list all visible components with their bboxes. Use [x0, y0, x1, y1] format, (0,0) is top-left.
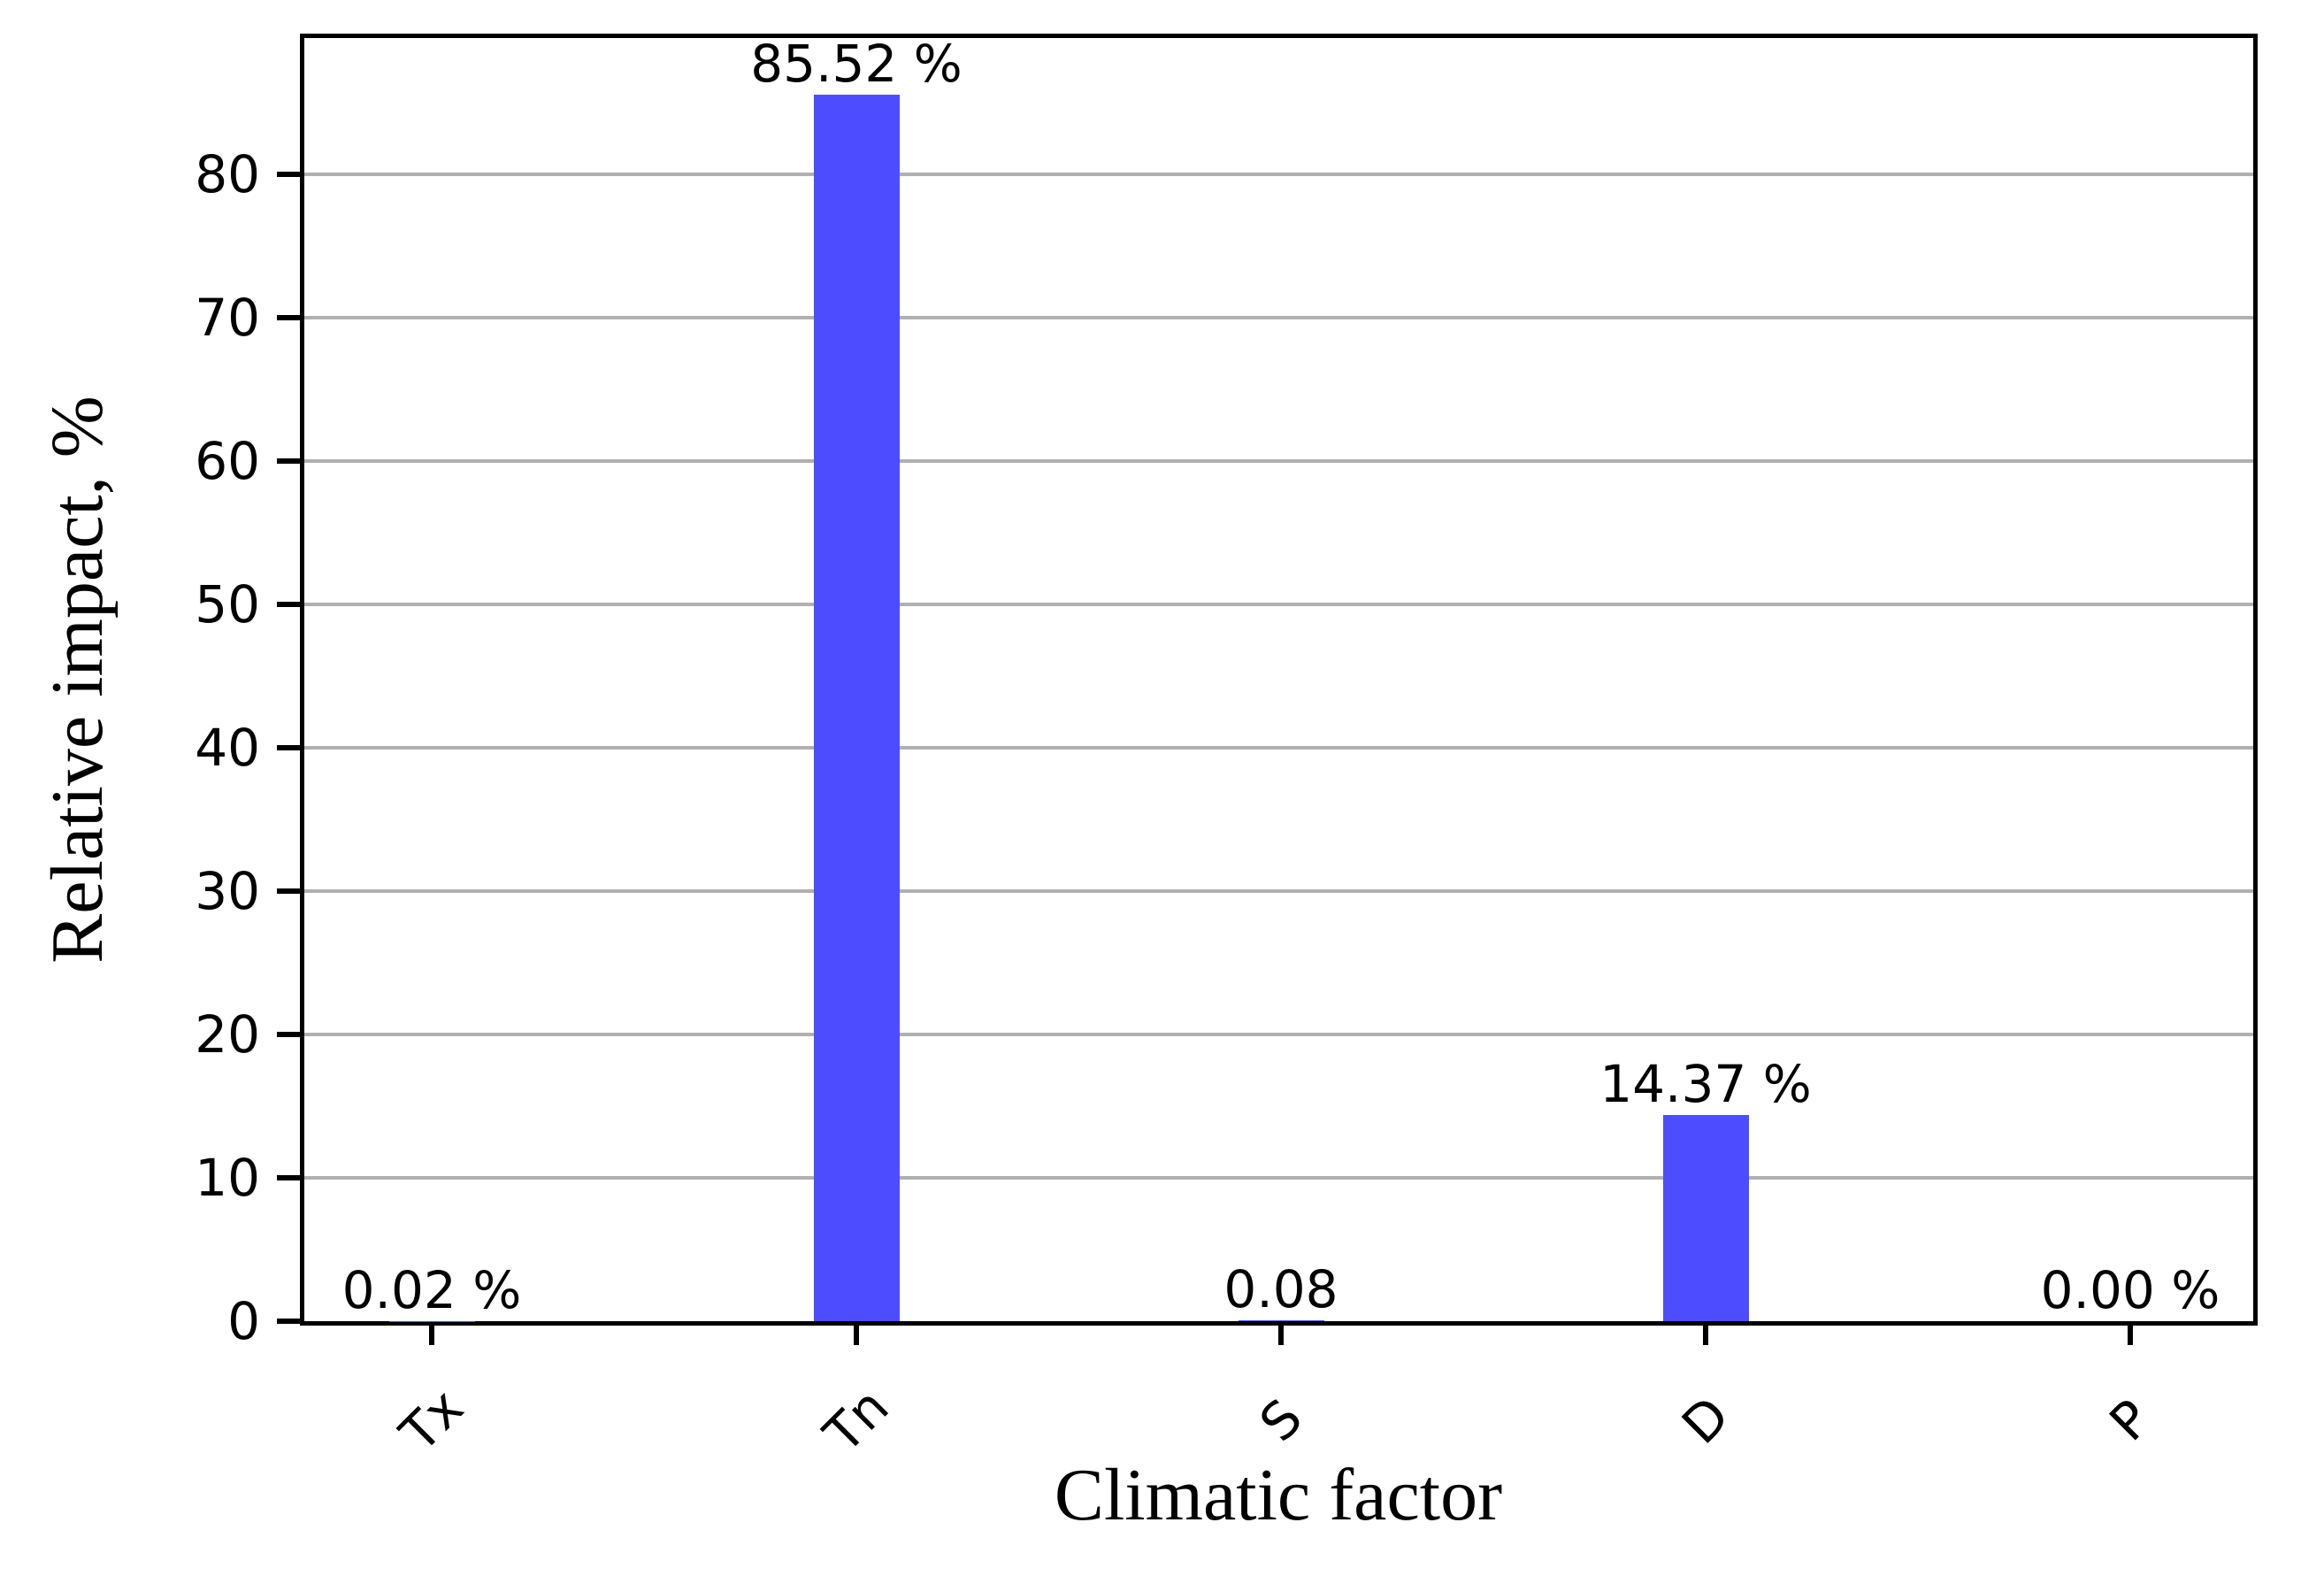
- x-tick-P: [2128, 1326, 2133, 1345]
- x-tick-label-P: P: [2098, 1388, 2163, 1453]
- x-tick-label-Tx: Tx: [388, 1377, 475, 1464]
- plot-area: 0.02 % 85.52 % 0.08 14.37 % 0.00 %: [300, 34, 2258, 1326]
- bar-S: [1238, 1319, 1324, 1321]
- y-tick-0: [277, 1319, 300, 1324]
- bar-value-label-Tx: 0.02 %: [341, 1259, 522, 1320]
- y-tick-10: [277, 1174, 300, 1180]
- gridline-40: [304, 745, 2253, 750]
- gridline-30: [304, 888, 2253, 893]
- bar-value-label-S: 0.08: [1223, 1258, 1338, 1319]
- y-tick-60: [277, 458, 300, 464]
- bar-value-label-D: 14.37 %: [1599, 1054, 1812, 1115]
- x-axis-label: Climatic factor: [1054, 1454, 1503, 1536]
- y-tick-70: [277, 314, 300, 320]
- y-tick-label-60: 60: [195, 430, 260, 491]
- x-tick-S: [1278, 1326, 1284, 1345]
- x-tick-D: [1703, 1326, 1708, 1345]
- x-tick-label-D: D: [1670, 1385, 1741, 1456]
- gridline-80: [304, 172, 2253, 176]
- x-tick-label-S: S: [1247, 1387, 1315, 1454]
- y-tick-80: [277, 171, 300, 177]
- gridline-10: [304, 1176, 2253, 1180]
- gridline-60: [304, 458, 2253, 463]
- y-tick-40: [277, 744, 300, 750]
- y-tick-label-80: 80: [195, 143, 260, 204]
- y-tick-label-70: 70: [195, 287, 260, 348]
- bar-Tn: [813, 95, 900, 1321]
- y-tick-30: [277, 888, 300, 894]
- y-tick-label-40: 40: [195, 717, 260, 778]
- x-tick-label-Tn: Tn: [812, 1376, 901, 1465]
- gridline-50: [304, 602, 2253, 606]
- bar-D: [1662, 1115, 1749, 1321]
- y-tick-label-10: 10: [195, 1147, 260, 1208]
- x-tick-Tn: [854, 1326, 859, 1345]
- y-tick-label-20: 20: [195, 1003, 260, 1065]
- y-tick-label-30: 30: [195, 860, 260, 921]
- y-tick-label-50: 50: [195, 573, 260, 634]
- y-tick-label-0: 0: [227, 1291, 260, 1351]
- y-tick-50: [277, 601, 300, 607]
- y-tick-20: [277, 1031, 300, 1037]
- x-tick-Tx: [429, 1326, 434, 1345]
- bar-value-label-Tn: 85.52 %: [750, 34, 963, 95]
- y-axis-label: Relative impact, %: [36, 396, 119, 964]
- gridline-70: [304, 315, 2253, 319]
- gridline-20: [304, 1032, 2253, 1036]
- bar-value-label-P: 0.00 %: [2040, 1260, 2220, 1320]
